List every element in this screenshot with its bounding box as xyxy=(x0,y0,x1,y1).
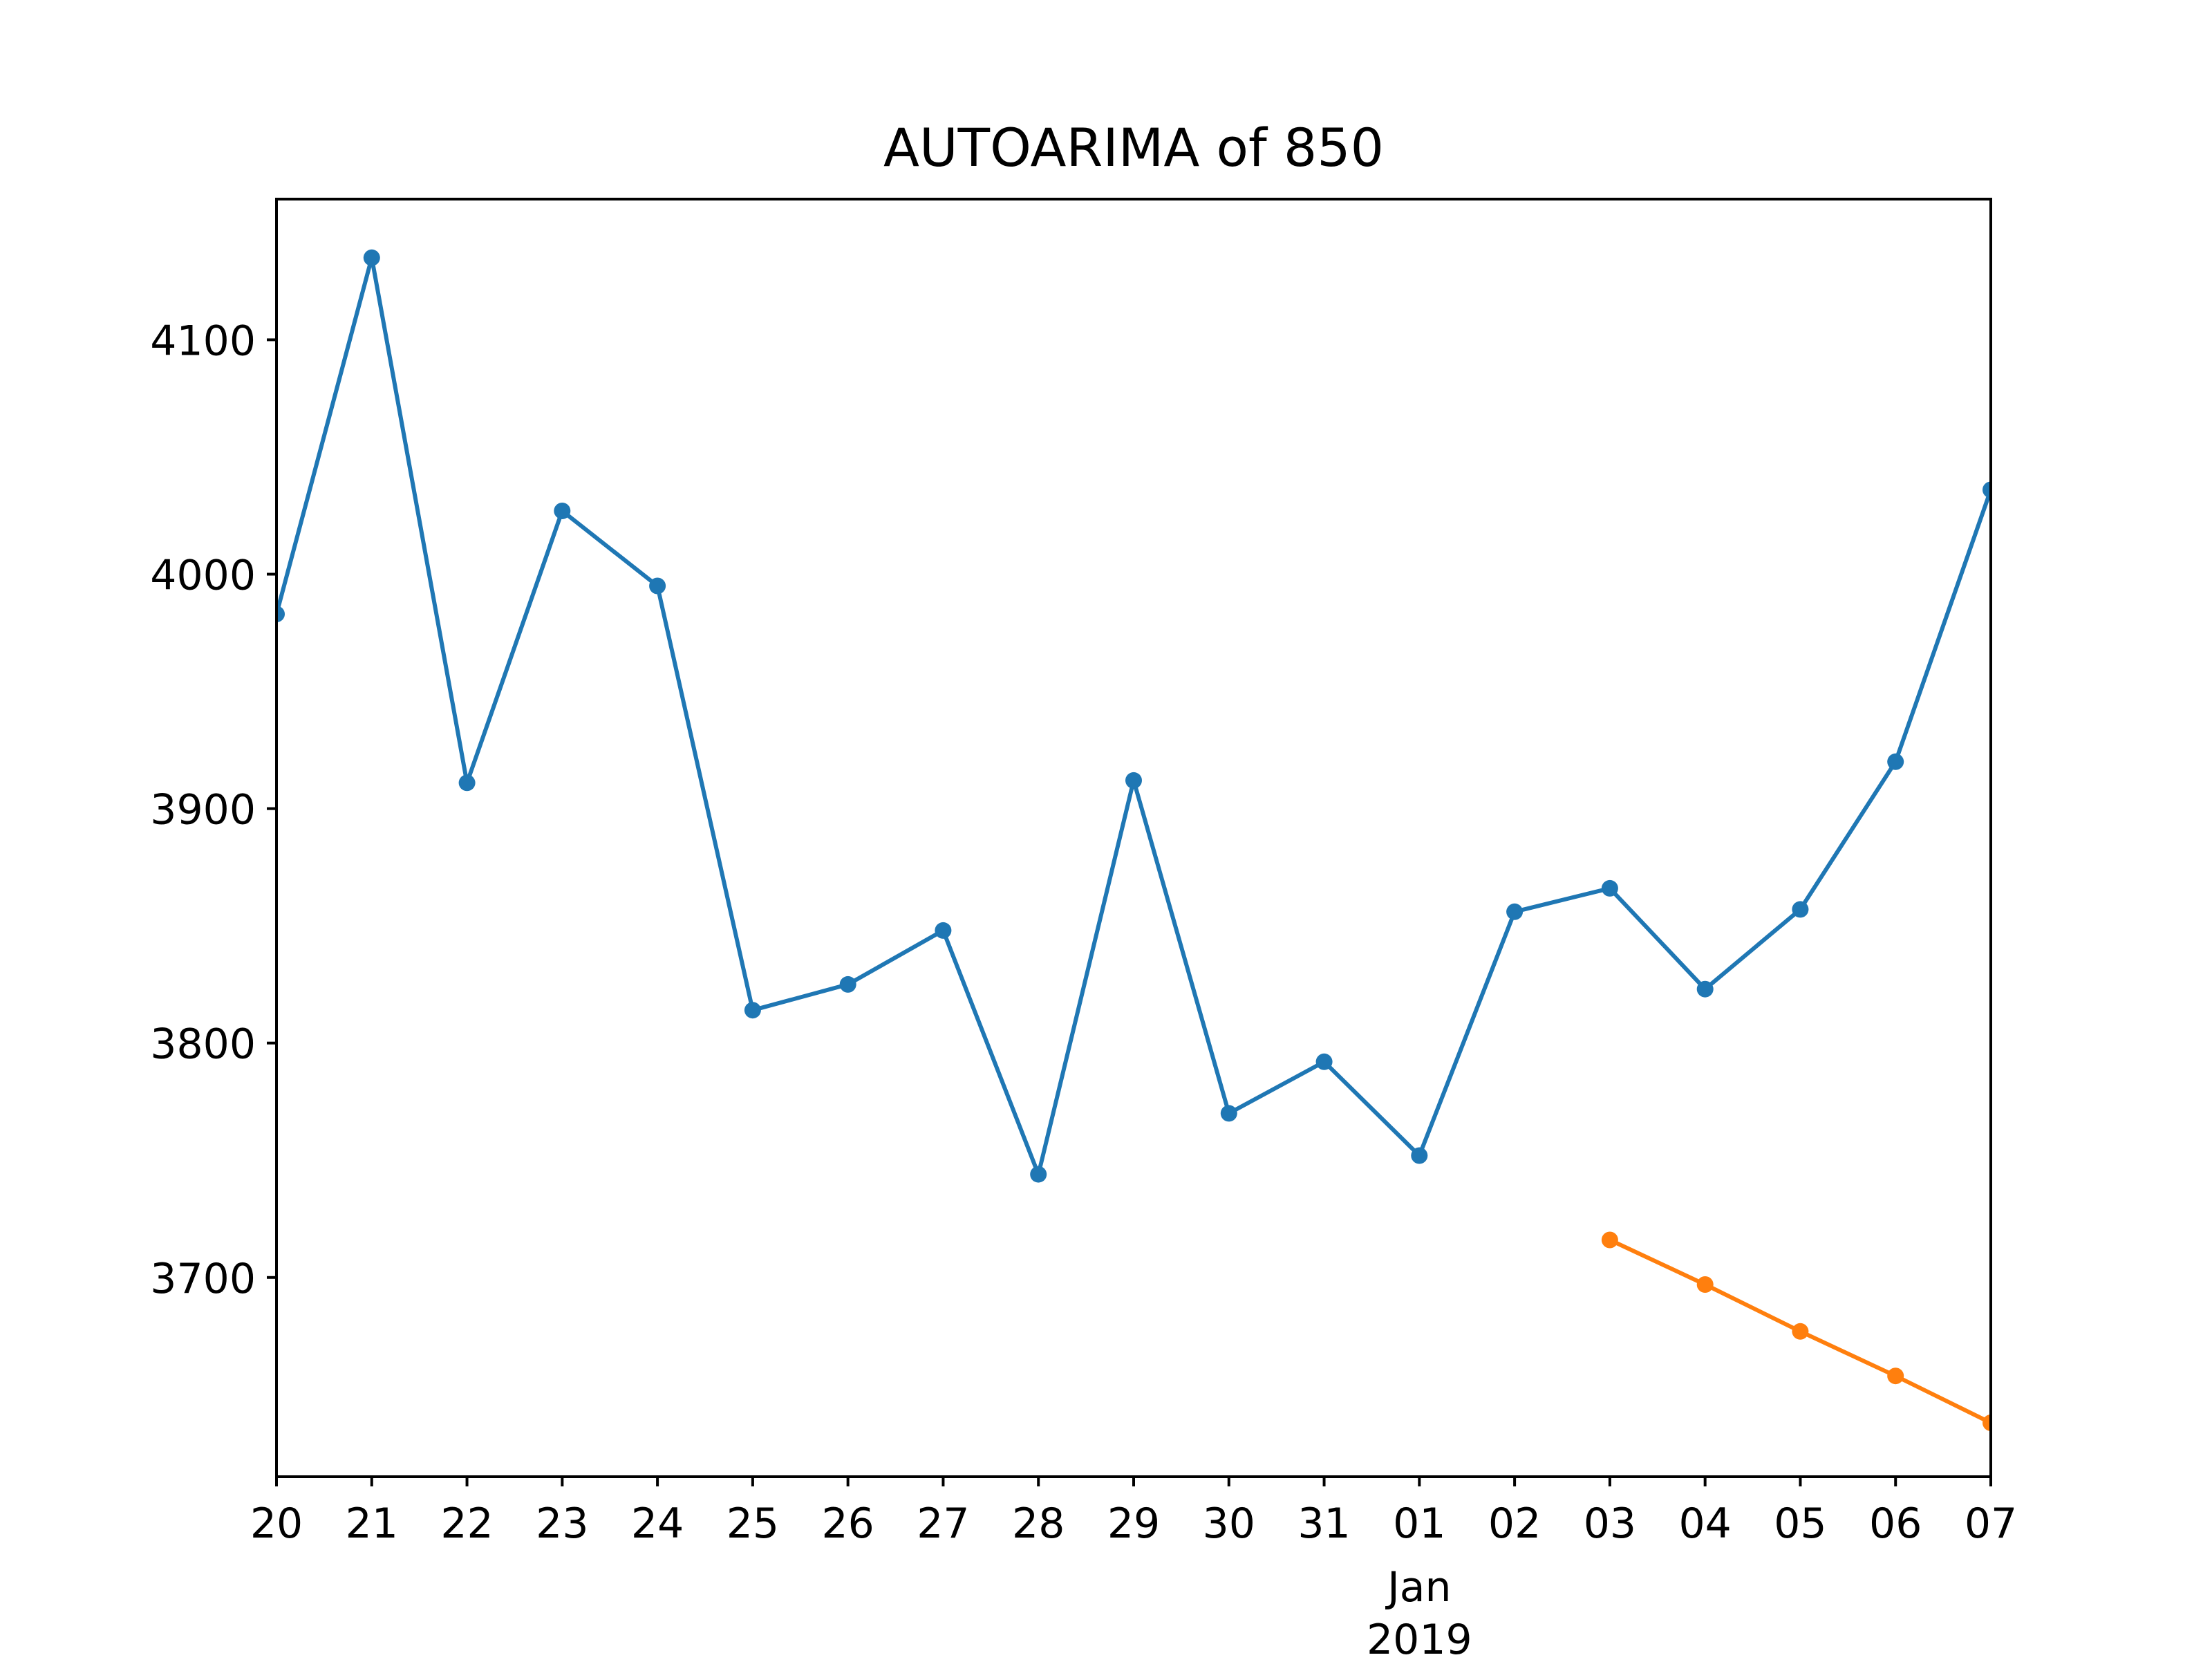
series-2-point-3 xyxy=(1792,1323,1809,1340)
x-tick-label-2019-01-06: 06 xyxy=(1869,1500,1922,1548)
series-1-point-3 xyxy=(458,774,476,792)
chart-title: AUTOARIMA of 850 xyxy=(883,117,1384,178)
series-1-point-12 xyxy=(1315,1053,1333,1070)
y-tick-label-4100: 4100 xyxy=(150,317,256,365)
x-tick-label-2019-01-04: 04 xyxy=(1678,1500,1731,1548)
x-tick-label-2018-12-20: 20 xyxy=(250,1500,303,1548)
x-tick-label-2018-12-21: 21 xyxy=(346,1500,398,1548)
x-tick-label-2018-12-28: 28 xyxy=(1012,1500,1065,1548)
series-1-point-9 xyxy=(1030,1166,1047,1183)
y-tick-label-4000: 4000 xyxy=(150,552,256,600)
x-tick-label-2019-01-03: 03 xyxy=(1584,1500,1636,1548)
x-tick-label-2018-12-26: 26 xyxy=(821,1500,874,1548)
series-1-point-7 xyxy=(839,975,856,993)
series-1-point-6 xyxy=(744,1002,761,1019)
x-tick-label-2018-12-24: 24 xyxy=(631,1500,684,1548)
x-secondary-label-1: Jan xyxy=(1385,1563,1452,1612)
series-1-point-19 xyxy=(1983,481,1991,498)
y-tick-label-3900: 3900 xyxy=(150,786,256,834)
series-1-point-11 xyxy=(1220,1105,1237,1122)
x-tick-label-2018-12-31: 31 xyxy=(1297,1500,1350,1548)
series-2-point-2 xyxy=(1696,1276,1714,1293)
series-1-point-15 xyxy=(1601,879,1618,897)
series-1-point-17 xyxy=(1792,901,1809,918)
x-tick-label-2018-12-30: 30 xyxy=(1203,1500,1255,1548)
y-tick-label-3800: 3800 xyxy=(150,1020,256,1069)
series-1-point-5 xyxy=(649,577,666,595)
series-1-point-16 xyxy=(1696,980,1714,998)
x-tick-label-2019-01-02: 02 xyxy=(1488,1500,1541,1548)
y-tick-label-3700: 3700 xyxy=(150,1255,256,1303)
x-tick-label-2019-01-05: 05 xyxy=(1774,1500,1826,1548)
series-1-point-14 xyxy=(1506,903,1524,920)
series-1-point-18 xyxy=(1887,753,1904,770)
series-1-point-10 xyxy=(1125,772,1142,789)
x-tick-label-2019-01-01: 01 xyxy=(1393,1500,1445,1548)
series-2-point-4 xyxy=(1887,1367,1904,1385)
x-tick-label-2018-12-25: 25 xyxy=(727,1500,779,1548)
series-2-point-1 xyxy=(1601,1231,1618,1249)
series-1-point-2 xyxy=(363,249,380,266)
series-1-point-13 xyxy=(1411,1147,1428,1164)
x-tick-label-2018-12-23: 23 xyxy=(536,1500,588,1548)
x-secondary-label-2: 2019 xyxy=(1367,1616,1472,1659)
x-tick-label-2018-12-22: 22 xyxy=(440,1500,493,1548)
series-1-point-1 xyxy=(276,606,285,623)
series-2-point-5 xyxy=(1983,1414,1991,1431)
x-tick-label-2018-12-29: 29 xyxy=(1107,1500,1160,1548)
x-tick-label-2018-12-27: 27 xyxy=(917,1500,969,1548)
x-tick-label-2019-01-07: 07 xyxy=(1965,1500,2017,1548)
series-1-point-4 xyxy=(554,503,571,519)
series-1-point-8 xyxy=(935,922,952,939)
